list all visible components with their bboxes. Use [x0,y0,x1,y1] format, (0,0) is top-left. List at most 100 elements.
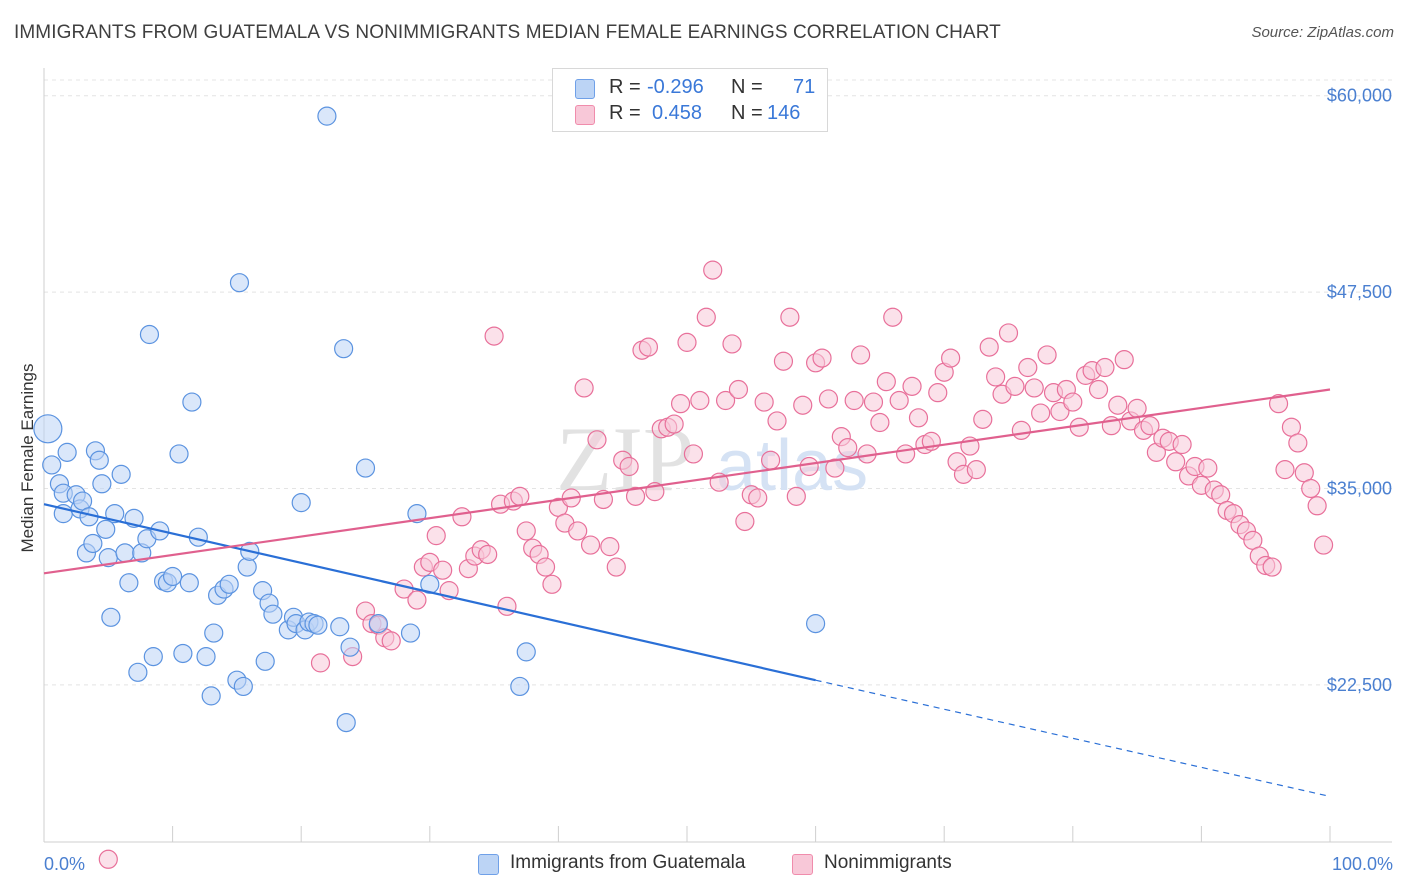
guatemala-trend-extension [815,679,1331,798]
nonimmigrant-point [1288,433,1308,453]
nonimmigrant-point [838,438,858,458]
nonimmigrant-point [1172,434,1192,455]
nonimmigrant-point [1275,460,1295,480]
nonimmigrant-point [818,389,839,409]
nonimmigrant-point [535,557,556,577]
guatemala-trend-line [43,503,816,682]
nonimmigrant-point [696,307,716,327]
nonimmigrant-point [1031,403,1051,423]
nonimmigrant-point [542,574,562,594]
nonimmigrant-point [1262,557,1282,577]
grid-layer [44,79,1392,686]
nonimmigrant-point [1018,357,1038,378]
nonimmigrant-point [426,526,446,546]
nonimmigrant-trend-line [43,388,1331,575]
guatemala-point [336,712,356,733]
guatemala-point [420,574,440,594]
legend-n-value: 146 [767,102,801,124]
nonimmigrant-point [883,307,903,327]
nonimmigrant-point [715,390,736,411]
nonimmigrant-point [510,486,530,506]
guatemala-point [128,662,148,682]
guatemala-point [219,574,239,594]
nonimmigrant-point [407,590,427,610]
nonimmigrant-point [1268,394,1289,414]
nonimmigrant-point [619,456,639,477]
nonimmigrant-point [902,376,922,396]
nonimmigrant-point [452,507,472,527]
guatemala-point [96,519,116,539]
nonimmigrant-point [773,351,794,371]
guatemala-point [182,392,202,412]
guatemala-point [805,614,826,634]
nonimmigrant-point [1050,401,1070,422]
nonimmigrant-point [728,379,749,400]
nonimmigrant-point [1024,378,1044,398]
nonimmigrant-point [1114,350,1134,370]
guatemala-point [89,450,109,470]
nonimmigrant-point [1108,395,1128,415]
guatemala-point [407,504,427,524]
nonimmigrant-point [381,631,401,651]
guatemala-point [204,623,224,643]
nonimmigrant-point [793,395,813,415]
legend-n-label: N = [731,102,763,124]
nonimmigrant-point [1011,420,1031,440]
chart-source: Source: ZipAtlas.com [1251,24,1394,41]
nonimmigrant-point [1307,496,1327,516]
nonimmigrant-point [876,372,896,392]
guatemala-point [169,444,189,464]
nonimmigrant-point [497,596,517,616]
nonimmigrant-point [844,390,864,411]
nonimmigrant-point [478,544,498,565]
guatemala-point [368,614,388,634]
legend-r-value: -0.296 [647,76,704,98]
guatemala-point [340,637,360,657]
bottom-legend-label-guatemala: Immigrants from Guatemala [510,852,746,873]
nonimmigrant-point [786,486,806,506]
guatemala-point [255,651,275,671]
guatemala-point [101,607,121,627]
nonimmigrant-point [979,337,999,357]
x-tick-label: 0.0% [44,854,85,874]
nonimmigrant-point [1301,478,1321,499]
nonimmigrant-point [690,390,710,411]
guatemala-point [355,458,376,478]
guatemala-point [143,647,163,667]
trend-layer [43,388,1331,798]
nonimmigrant-point [638,337,659,357]
guatemala-point [334,339,354,359]
nonimmigrant-point [812,348,832,368]
nonimmigrant-point [760,450,781,470]
y-axis-label: Median Female Earnings [18,364,37,553]
nonimmigrant-point [1095,357,1115,378]
guatemala-point [516,642,536,662]
nonimmigrant-point [1198,458,1218,478]
nonimmigrant-point [98,849,118,869]
nonimmigrant-point [863,392,884,412]
nonimmigrant-point [310,653,331,673]
nonimmigrant-point [587,430,607,450]
legend: R = -0.296 N = 71 R = 0.458 N = 146 [552,68,828,132]
nonimmigrant-point [889,390,909,411]
guatemala-point [237,557,257,577]
nonimmigrant-point [1140,416,1160,436]
guatemala-point [92,474,112,494]
nonimmigrant-point [606,557,626,577]
nonimmigrant-point [625,486,646,506]
nonimmigrant-point [484,326,504,346]
nonimmigrant-point [966,460,986,480]
guatemala-point [263,604,283,624]
legend-n-label: N = [731,76,763,98]
y-tick-label: $35,000 [1327,478,1392,498]
nonimmigrant-point [748,488,768,508]
guatemala-point [201,686,221,706]
guatemala-point [57,442,77,462]
nonimmigrant-point [1037,345,1057,365]
nonimmigrant-point [986,367,1006,387]
guatemala-point [179,573,199,593]
nonimmigrant-point [780,307,800,327]
guatemala-point [163,566,183,587]
nonimmigrant-point [928,383,948,403]
nonimmigrant-point [896,444,916,464]
